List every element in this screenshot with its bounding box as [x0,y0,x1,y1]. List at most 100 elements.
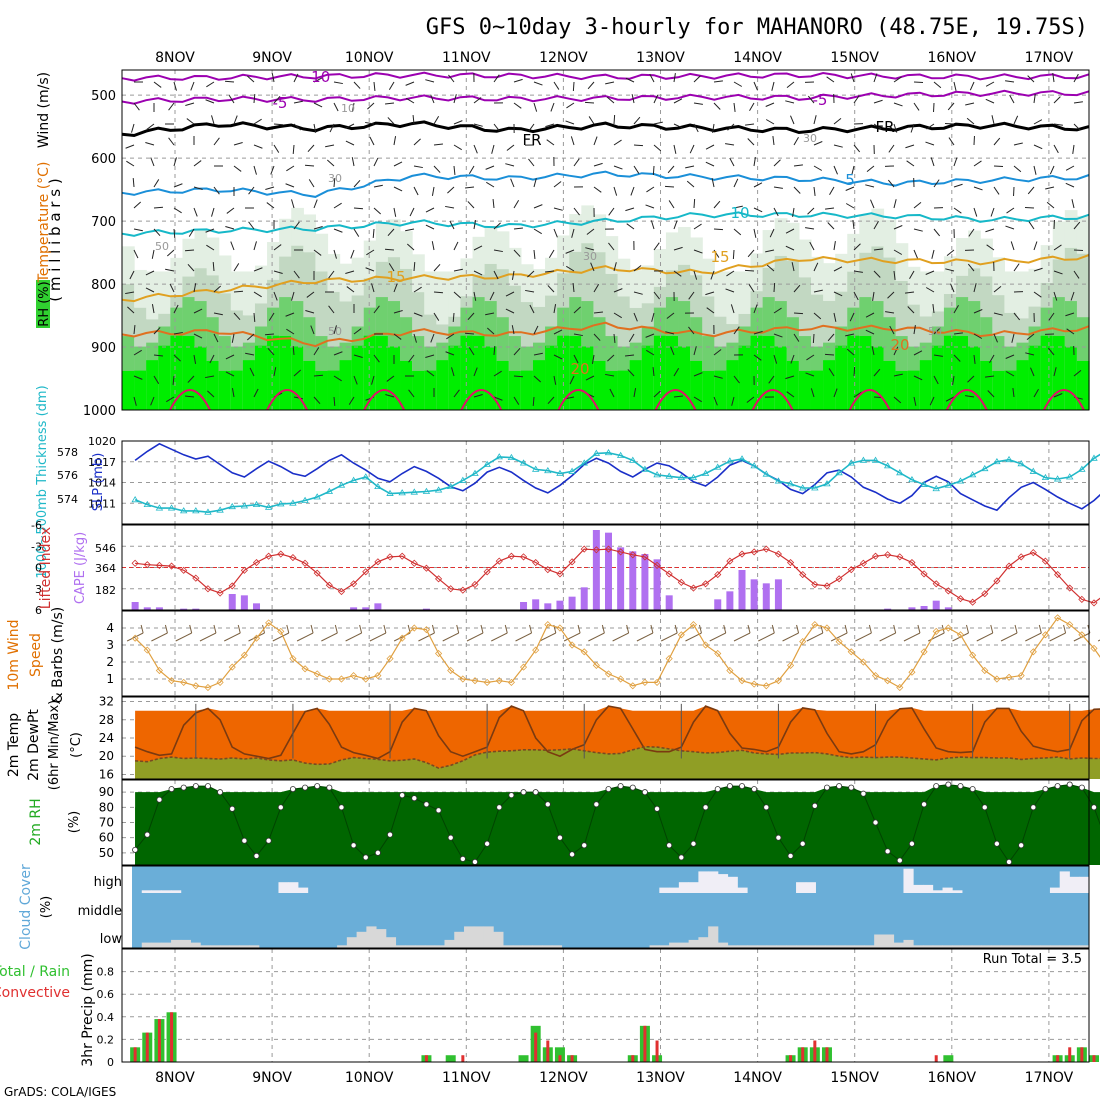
wind-barb [748,284,755,293]
wind-barb [373,184,383,188]
rh-band-bright [545,345,558,410]
rh-point [423,801,430,808]
wind-barb [544,270,555,273]
cape-bar [932,600,940,610]
wind-barb [853,366,856,377]
rh-band-light [569,214,582,252]
wind-barb [333,177,336,188]
wind-barb [693,223,702,230]
cape-bar [374,603,382,610]
wind-barb [1053,291,1058,301]
wind-barb [513,78,523,83]
li-point [386,553,394,561]
rh-band-light [605,236,619,274]
wind-barb [266,202,275,209]
cloud-low-bar [464,926,475,948]
precip-frame [121,948,1090,1063]
wind-barb [533,204,543,209]
isotherm-label: 20 [570,360,589,378]
rh-point [993,840,1000,847]
top-date-label: 12NOV [539,50,588,66]
wind-barb [885,311,895,314]
slp-tick-label: 1020 [88,435,116,448]
wind-barb [313,249,322,256]
wind-barb [264,333,275,336]
wind-barb [933,179,940,188]
wind-barb [292,144,295,155]
wind-barb [1005,225,1015,230]
wind-barb [273,291,278,301]
li-point [1066,584,1074,592]
wind-barb [1011,333,1015,343]
wind-barb [449,220,455,230]
thickness-point [374,482,382,490]
wind-barb [569,375,575,385]
li-tick-label: 6 [35,604,42,617]
wind-barb [406,243,415,251]
rh-band-light [726,271,740,325]
surface-wind-barb [976,632,993,642]
precip-convective-bar [133,1047,137,1062]
wind-barb [453,291,462,299]
wind-barb [225,371,235,377]
wind-barb [525,289,535,293]
wind-barb [253,291,262,298]
wind-barb [573,354,579,364]
thickness-point [689,473,698,481]
li-point [884,551,892,559]
rh-band-light [956,238,969,276]
wind-barb [493,123,500,132]
rh-band-light [835,253,848,292]
thickness-point [1078,465,1086,472]
thickness-point [847,459,855,466]
wind-barb [430,94,435,104]
wind-barb [431,186,435,196]
cape-bar [653,559,661,610]
surface-wind-barb [418,632,435,642]
cloud-high-bar [922,884,934,893]
wind-barb [1013,263,1020,272]
precip-convective-bar [934,1055,938,1062]
cloud-low-bar [678,942,690,948]
legend-convective: Convective [0,985,70,1001]
wind-barb [745,123,755,126]
rh-band-light [194,230,208,269]
wind-barb [706,307,715,314]
wind-barb [1033,119,1043,125]
thickness-point [434,486,443,493]
wind-barb [852,220,855,230]
wind-barb [304,164,315,167]
rh-band-bright [1040,335,1054,410]
bottom-date-label: 9NOV [252,1070,292,1086]
cloud-low-bar [542,945,553,948]
cloud-low-bar [932,945,943,948]
wind-barb [765,119,775,125]
wind-barb [305,310,315,314]
rh-point [641,789,648,796]
wind-speed-point [823,624,831,632]
wind-barb [246,333,255,341]
wind-speed-point [519,663,528,671]
cloud-low-bar [991,945,1002,948]
cape-bar [131,602,139,610]
rh-band-light [327,254,341,292]
wind-barb [151,249,155,259]
wind-barb [744,269,755,272]
rh-point [702,804,709,811]
wind-barb [627,369,635,377]
surface-wind-barb [272,632,290,642]
wind-barb [371,375,375,385]
wind-barb [527,270,535,278]
isotherm--10 [121,71,1090,82]
run-total-label: Run Total = 3.5 [983,952,1082,967]
rh-band-bright [557,335,570,410]
wind-barb [993,137,1001,146]
wind-barb [1071,199,1075,209]
wind-barb [887,179,895,188]
isotherm-label: 15 [710,248,729,266]
wind-barb [213,312,223,316]
wind-barb [813,186,816,196]
wind-barb [888,144,895,153]
wind-barb [1073,369,1082,377]
precip-convective-bar [643,1025,647,1062]
